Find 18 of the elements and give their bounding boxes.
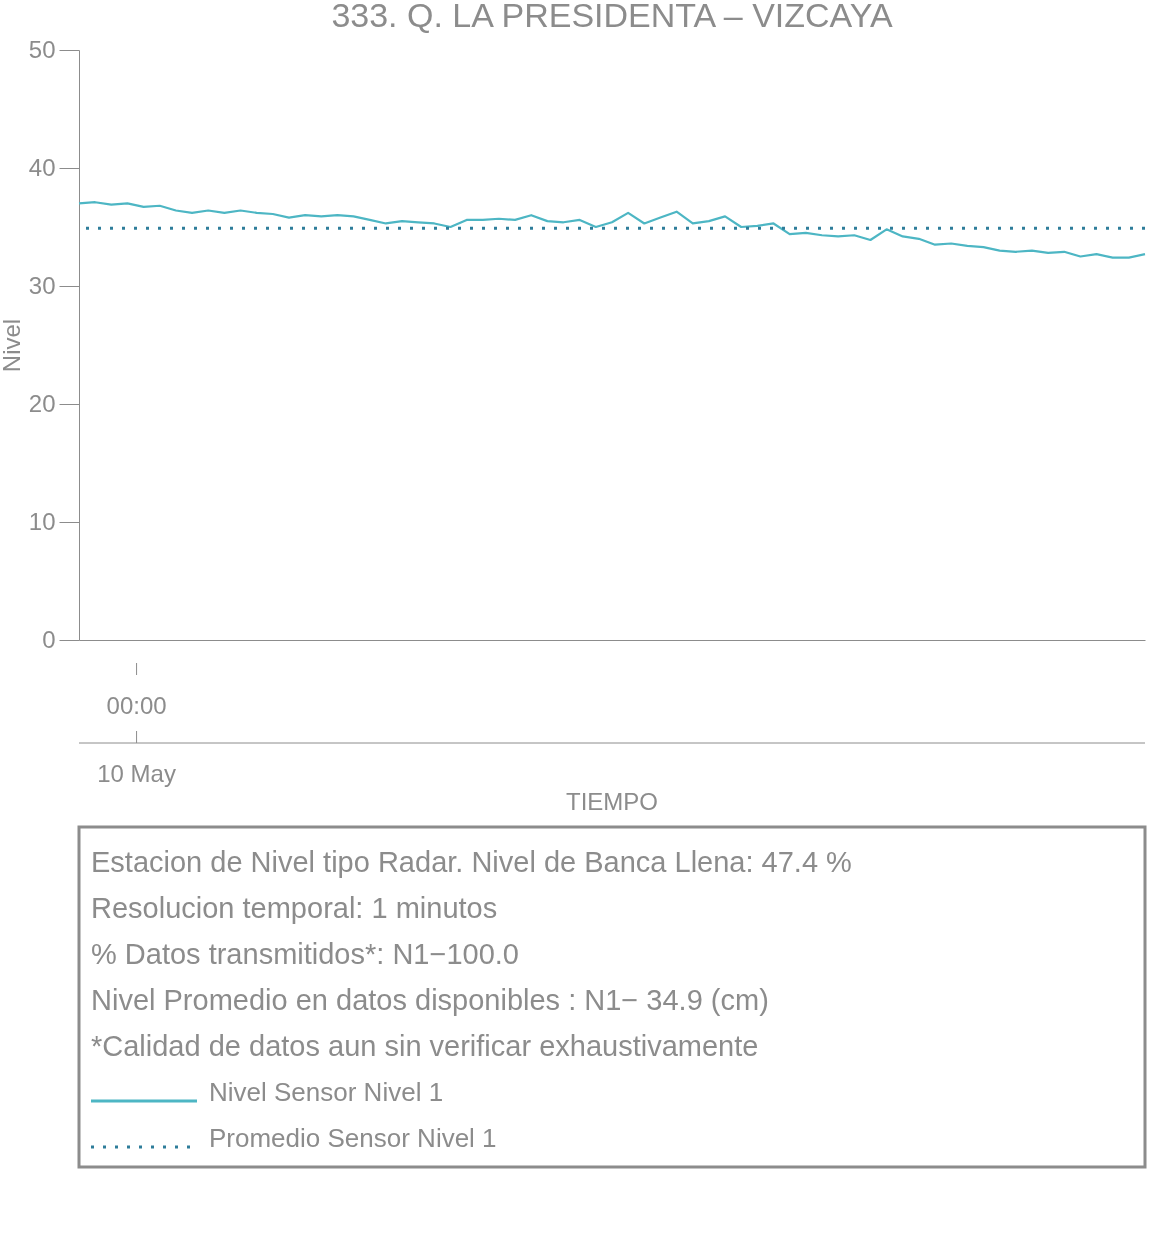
y-tick-label: 50	[28, 35, 56, 63]
y-axis-title: Nivel	[0, 318, 25, 373]
text: 10 May	[97, 760, 176, 787]
y-tick-label: 20	[28, 389, 56, 417]
chart-title: 333. Q. LA PRESIDENTA – VIZCAYA	[331, 0, 893, 34]
text: Estacion de Nivel tipo Radar. Nivel de Banca Llena: 47.4 %	[91, 846, 852, 878]
y-tick-label: 40	[28, 153, 56, 181]
text: Resolucion temporal: 1 minutos	[91, 892, 498, 924]
y-tick-label: 0	[42, 625, 56, 653]
text: Nivel Promedio en datos disponibles : N1− 34.9 (cm)	[91, 984, 769, 1016]
text: *Calidad de datos aun sin verificar exhaustivamente	[91, 1030, 759, 1062]
y-tick-label: 10	[28, 507, 56, 535]
text: 00:00	[106, 692, 167, 719]
legend-label: Nivel Sensor Nivel 1	[209, 1077, 444, 1107]
y-tick-label: 30	[28, 271, 56, 299]
text: TIEMPO	[565, 788, 659, 815]
legend-label: Promedio Sensor Nivel 1	[209, 1123, 497, 1153]
text: % Datos transmitidos*: N1−100.0	[91, 938, 519, 970]
